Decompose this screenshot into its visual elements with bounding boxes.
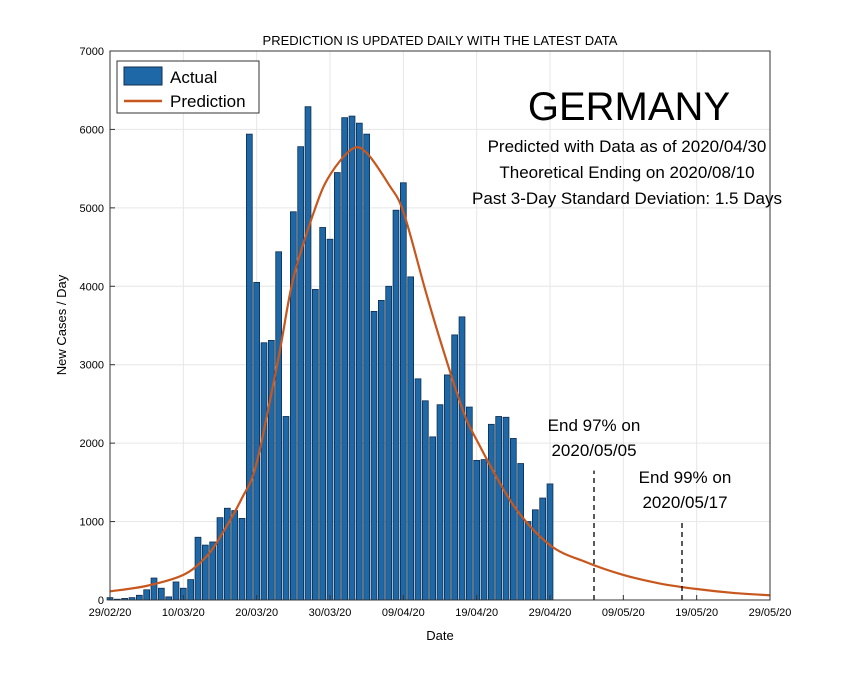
end99-label: End 99% on [639, 468, 732, 487]
end99-date: 2020/05/17 [642, 493, 727, 512]
bar-actual [487, 423, 495, 601]
y-tick-label: 3000 [80, 360, 104, 372]
bar-actual [421, 400, 429, 601]
plot-frame [109, 50, 771, 601]
bar-actual [546, 483, 554, 601]
legend: Actual Prediction [116, 60, 260, 114]
x-tick-label: 10/03/20 [162, 607, 205, 619]
y-tick-label: 0 [98, 595, 104, 607]
bar-actual [532, 509, 539, 601]
bar-actual [502, 416, 510, 601]
annotation-ending: Theoretical Ending on 2020/08/10 [499, 163, 754, 182]
y-tick-label: 1000 [80, 517, 104, 529]
x-tick-label: 09/05/20 [602, 607, 645, 619]
x-tick-label: 29/02/20 [89, 607, 132, 619]
bar-actual [157, 587, 165, 601]
bar-actual [370, 310, 378, 601]
bar-actual [282, 416, 290, 601]
bar-actual [150, 577, 158, 601]
x-tick-label: 29/05/20 [749, 607, 792, 619]
bar-actual [451, 334, 459, 601]
bar-actual [414, 378, 422, 601]
bar-actual [297, 146, 305, 601]
bar-actual [377, 300, 385, 601]
y-tick-label: 4000 [80, 281, 104, 293]
bar-actual [392, 209, 400, 601]
x-tick-label: 09/04/20 [382, 607, 425, 619]
y-tick-label: 2000 [80, 438, 104, 450]
bar-actual [326, 238, 334, 601]
y-axis-label: New Cases / Day [54, 274, 69, 375]
bar-actual [385, 285, 393, 601]
bar-actual [458, 316, 466, 601]
bar-actual [260, 342, 268, 601]
bar-actual [348, 115, 356, 601]
bar-actual [319, 227, 327, 601]
x-tick-label: 20/03/20 [235, 607, 278, 619]
x-tick-label: 19/04/20 [455, 607, 498, 619]
country-label: GERMANY [528, 85, 730, 129]
bar-actual [355, 122, 363, 601]
x-tick-label: 30/03/20 [309, 607, 352, 619]
x-ticks: 29/02/20 10/03/20 20/03/20 30/03/20 09/04/20… [89, 595, 792, 619]
bar-actual [304, 106, 312, 601]
bar-actual [201, 544, 209, 601]
bar-actual [399, 182, 407, 601]
bar-actual [253, 281, 261, 601]
bar-actual [245, 133, 253, 601]
bar-actual [443, 374, 451, 601]
annotation-stddev: Past 3-Day Standard Deviation: 1.5 Days [472, 189, 782, 208]
bar-actual [333, 172, 341, 601]
bar-actual [194, 536, 202, 601]
bar-actual [135, 594, 143, 601]
bar-actual [341, 117, 349, 601]
end97-date: 2020/05/05 [551, 441, 636, 460]
bar-actual [275, 251, 283, 601]
bar-actual [216, 517, 224, 601]
bar-actual [524, 521, 532, 601]
legend-swatch-actual [123, 66, 163, 86]
bar-actual [465, 406, 473, 601]
bar-actual [429, 436, 437, 601]
bar-actual [495, 416, 503, 601]
bar-actual [407, 276, 415, 601]
bar-actual [480, 459, 488, 601]
end97-label: End 97% on [548, 416, 641, 435]
bar-actual [363, 133, 371, 601]
x-tick-label: 19/05/20 [675, 607, 718, 619]
bar-actual [311, 289, 319, 601]
y-tick-label: 5000 [80, 203, 104, 215]
y-tick-label: 7000 [80, 46, 104, 58]
prediction-line [109, 146, 771, 597]
bar-actual [143, 589, 151, 601]
chart-title: PREDICTION IS UPDATED DAILY WITH THE LAT… [263, 33, 618, 48]
bar-actual [509, 438, 517, 601]
bar-actual [172, 581, 180, 601]
y-tick-label: 6000 [80, 124, 104, 136]
legend-prediction: Prediction [170, 92, 246, 111]
x-tick-label: 29/04/20 [529, 607, 572, 619]
bar-actual [473, 459, 481, 601]
bar-actual [436, 404, 444, 601]
y-ticks: 0 1000 2000 3000 4000 5000 6000 7000 [80, 46, 115, 607]
bar-actual [187, 579, 195, 601]
bar-actual [238, 518, 246, 601]
legend-actual: Actual [170, 68, 217, 87]
bar-actual [517, 463, 525, 601]
end-markers [593, 470, 683, 600]
x-axis-label: Date [426, 628, 453, 643]
annotation-predicted: Predicted with Data as of 2020/04/30 [488, 137, 767, 156]
bar-actual [539, 497, 547, 601]
bar-actual [231, 510, 239, 601]
